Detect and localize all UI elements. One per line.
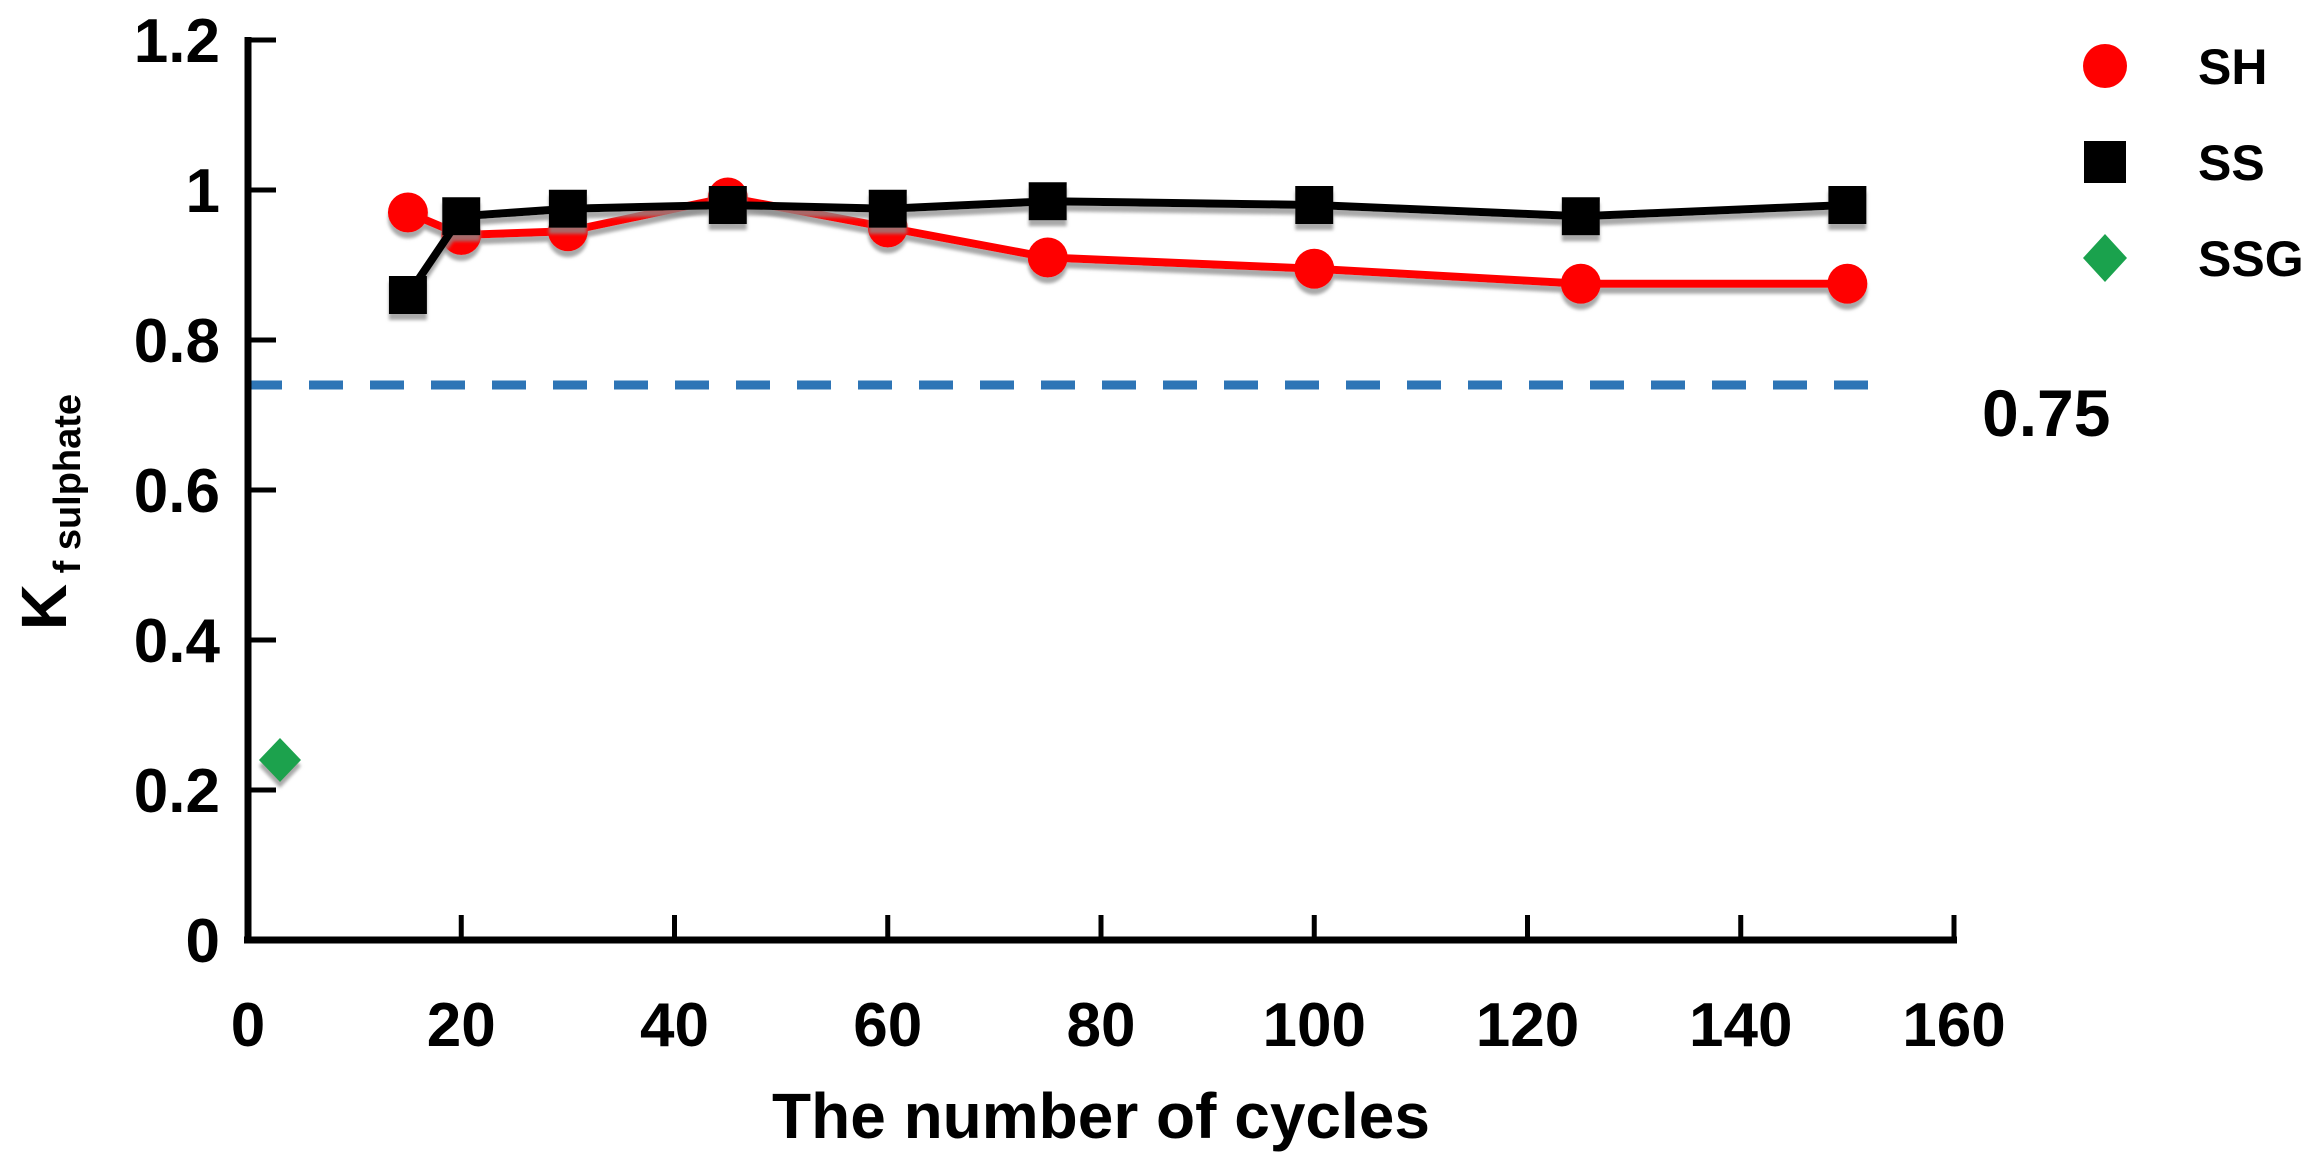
y-tick-label: 0.6 — [134, 457, 220, 526]
data-point-ss — [1028, 182, 1067, 221]
data-point-sh — [1027, 237, 1068, 278]
x-tick-label: 20 — [427, 991, 496, 1060]
series-ssg — [258, 738, 301, 782]
x-tick-label: 80 — [1067, 991, 1136, 1060]
y-tick-label: 0 — [186, 907, 220, 976]
legend: SH SS SSG — [2028, 39, 2304, 287]
legend-marker-ssg — [2083, 234, 2127, 282]
x-tick-label: 60 — [853, 991, 922, 1060]
data-point-ss — [442, 197, 481, 236]
y-tick-label: 1 — [186, 157, 220, 226]
data-point-ss — [708, 186, 747, 224]
y-axis-title-subscript: f sulphate — [47, 394, 89, 573]
legend-entry-ssg: SSG — [2028, 231, 2304, 287]
data-point-ss — [388, 276, 427, 314]
legend-label-sh: SH — [2198, 39, 2267, 95]
data-point-ss — [1561, 197, 1600, 236]
ref-line-label: 0.75 — [1982, 376, 2110, 450]
data-point-sh — [387, 192, 428, 233]
x-tick-label: 0 — [231, 991, 265, 1060]
data-point-ss — [548, 189, 587, 228]
legend-label-ss: SS — [2198, 135, 2265, 191]
x-tick-label: 140 — [1689, 991, 1792, 1060]
data-point-ssg — [258, 738, 301, 782]
data-point-sh — [1827, 263, 1868, 304]
tick-labels-group: 0 0.2 0.4 0.6 0.8 1 1.2 0 20 40 60 80 100 120 140 160 — [134, 7, 2006, 1060]
x-tick-label: 120 — [1476, 991, 1579, 1060]
series-ss — [388, 182, 1867, 314]
y-tick-label: 0.2 — [134, 757, 220, 826]
data-point-sh — [1560, 263, 1601, 304]
legend-label-ssg: SSG — [2198, 231, 2304, 287]
data-point-ss — [1828, 186, 1867, 224]
axes-group — [244, 37, 1957, 944]
y-tick-label: 0.4 — [134, 607, 221, 676]
y-tick-label: 0.8 — [134, 307, 220, 376]
data-point-ss — [868, 189, 907, 228]
legend-marker-sh — [2083, 44, 2127, 88]
legend-entry-ss: SS — [2028, 135, 2265, 191]
series-group — [258, 177, 1868, 782]
y-axis-title-main: K — [8, 584, 80, 630]
data-point-sh — [1294, 248, 1335, 289]
x-tick-label: 100 — [1263, 991, 1366, 1060]
x-tick-label: 160 — [1902, 991, 2005, 1060]
data-point-ss — [1295, 186, 1334, 224]
series-sh — [387, 177, 1868, 304]
legend-marker-ss — [2084, 141, 2126, 183]
legend-entry-sh: SH — [2028, 39, 2267, 95]
y-axis-title: K f sulphate — [8, 394, 89, 630]
x-axis-title: The number of cycles — [772, 1080, 1430, 1152]
x-tick-label: 40 — [640, 991, 709, 1060]
y-tick-label: 1.2 — [134, 7, 220, 76]
